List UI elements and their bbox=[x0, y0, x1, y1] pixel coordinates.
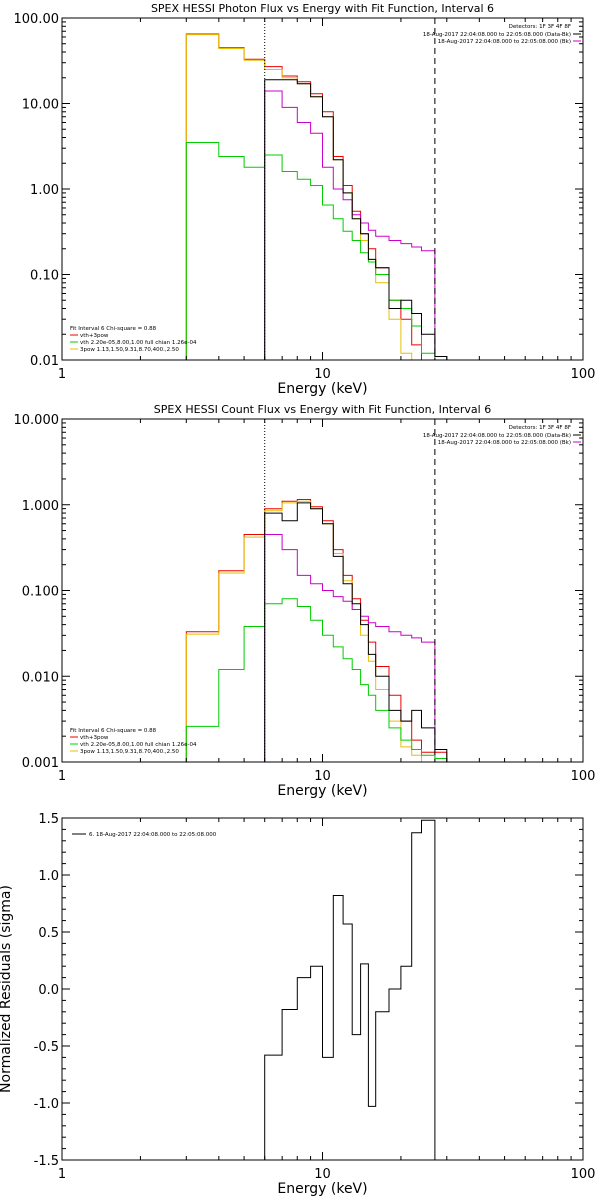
y-tick-label: 1.5 bbox=[38, 812, 59, 827]
series-line-4 bbox=[185, 142, 447, 360]
x-tick-label: 100 bbox=[571, 1167, 596, 1182]
legend-entry-text: 18-Aug-2017 22:04:08.000 to 22:05:08.000… bbox=[423, 433, 571, 439]
legend-heading: Detectors: 1F 3F 4F 8F bbox=[509, 425, 571, 431]
y-tick-label: 0.001 bbox=[22, 756, 59, 771]
series-line-5 bbox=[264, 79, 448, 360]
y-axis-label: Normalized Residuals (sigma) bbox=[0, 885, 14, 1093]
x-tick-label: 10 bbox=[314, 769, 331, 784]
legend-heading: Detectors: 1F 3F 4F 8F bbox=[509, 24, 571, 30]
legend-entry-text: 6. 18-Aug-2017 22:04:08.000 to 22:05:08.… bbox=[89, 832, 217, 838]
y-tick-label: -1.5 bbox=[34, 1154, 59, 1169]
x-axis-label: Energy (keV) bbox=[277, 1181, 367, 1197]
x-tick-label: 1 bbox=[58, 769, 66, 784]
legend-entry-text: 3pow 1.13,1.50,9.31,8.70,400.,2.50 bbox=[80, 347, 179, 353]
legend-top: Detectors: 1F 3F 4F 8F 18-Aug-2017 22:04:… bbox=[423, 24, 581, 45]
chart-title: SPEX HESSI Photon Flux vs Energy with Fi… bbox=[151, 2, 494, 15]
y-tick-label: 0.010 bbox=[22, 670, 59, 685]
chart-2: SPEX HESSI Count Flux vs Energy with Fit… bbox=[14, 403, 596, 799]
series-line-5 bbox=[264, 502, 448, 762]
y-tick-label: -0.5 bbox=[34, 1040, 59, 1055]
x-axis-label: Energy (keV) bbox=[277, 381, 367, 397]
legend-heading: Fit Interval 6 Chi-square = 0.88 bbox=[70, 728, 157, 734]
legend-bottom: Fit Interval 6 Chi-square = 0.88vth+3pow… bbox=[70, 728, 197, 755]
y-axis: -1.5 -1.0 -0.5 0.0 0.5 1.0 1.5 Normalized Resid… bbox=[0, 812, 583, 1169]
legend-entry-text: vth 2.20e-05,8.00,1.00 full chian 1.26e-… bbox=[80, 340, 197, 346]
y-tick-label: 0.10 bbox=[30, 269, 59, 284]
legend-heading: Fit Interval 6 Chi-square = 0.88 bbox=[70, 326, 157, 332]
y-tick-label: 0.01 bbox=[30, 354, 59, 369]
x-tick-label: 10 bbox=[314, 367, 331, 382]
y-tick-label: 0.5 bbox=[38, 926, 59, 941]
y-tick-label: 100.00 bbox=[14, 12, 60, 27]
series-line-2 bbox=[185, 500, 447, 762]
legend-entry-text: 18-Aug-2017 22:04:08.000 to 22:05:08.000… bbox=[438, 39, 571, 45]
x-tick-label: 1 bbox=[58, 367, 66, 382]
legend-top: Detectors: 1F 3F 4F 8F 18-Aug-2017 22:04:… bbox=[423, 425, 581, 446]
y-tick-label: 1.00 bbox=[30, 183, 59, 198]
series-line-4 bbox=[185, 598, 448, 762]
series-group bbox=[185, 499, 448, 762]
x-axis: 1 10 100 Energy (keV) bbox=[58, 818, 596, 1197]
y-tick-label: 1.0 bbox=[38, 869, 59, 884]
x-tick-label: 1 bbox=[58, 1167, 66, 1182]
x-axis-label: Energy (keV) bbox=[277, 783, 367, 799]
y-axis: 0.01 0.10 1.00 10.00 100.00 bbox=[14, 12, 583, 369]
y-tick-label: 10.000 bbox=[14, 413, 60, 428]
legend-entry-text: vth+3pow bbox=[80, 735, 109, 741]
legend-entry-text: vth+3pow bbox=[80, 333, 109, 339]
x-axis: 1 10 100 Energy (keV) bbox=[58, 419, 596, 799]
legend: 6. 18-Aug-2017 22:04:08.000 to 22:05:08.… bbox=[72, 832, 217, 838]
x-tick-label: 100 bbox=[571, 769, 596, 784]
y-tick-label: -1.0 bbox=[34, 1097, 59, 1112]
x-axis: 1 10 100 Energy (keV) bbox=[58, 18, 596, 397]
series-line-2 bbox=[185, 34, 447, 360]
chart-title: SPEX HESSI Count Flux vs Energy with Fit… bbox=[154, 403, 491, 416]
legend-entry-text: 18-Aug-2017 22:04:08.000 to 22:05:08.000… bbox=[423, 32, 571, 38]
x-tick-label: 10 bbox=[314, 1167, 331, 1182]
series-group bbox=[185, 33, 448, 360]
y-axis: 0.001 0.010 0.100 1.000 10.000 bbox=[14, 413, 583, 771]
legend-entry-text: 3pow 1.13,1.50,9.31,8.70,400.,2.50 bbox=[80, 749, 179, 755]
chart-1: SPEX HESSI Photon Flux vs Energy with Fi… bbox=[14, 2, 596, 397]
series-line-1 bbox=[185, 499, 448, 762]
legend-bottom: Fit Interval 6 Chi-square = 0.88vth+3pow… bbox=[70, 326, 197, 353]
series-line-1 bbox=[185, 33, 447, 360]
legend-entry-text: 18-Aug-2017 22:04:08.000 to 22:05:08.000… bbox=[438, 440, 571, 446]
y-tick-label: 1.000 bbox=[22, 499, 59, 514]
series-line-3 bbox=[264, 90, 436, 360]
legend-entry-text: vth 2.20e-05,8.00,1.00 full chian 1.26e-… bbox=[80, 742, 197, 748]
series-line-3 bbox=[264, 534, 436, 762]
y-tick-label: 0.100 bbox=[22, 585, 59, 600]
series-line-1 bbox=[264, 819, 436, 1160]
y-tick-label: 0.0 bbox=[38, 983, 59, 998]
series-group bbox=[264, 819, 436, 1160]
y-tick-label: 10.00 bbox=[22, 98, 59, 113]
x-tick-label: 100 bbox=[571, 367, 596, 382]
